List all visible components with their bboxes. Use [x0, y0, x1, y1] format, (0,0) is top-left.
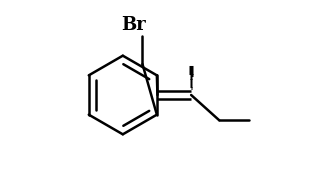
- Text: Br: Br: [121, 16, 146, 34]
